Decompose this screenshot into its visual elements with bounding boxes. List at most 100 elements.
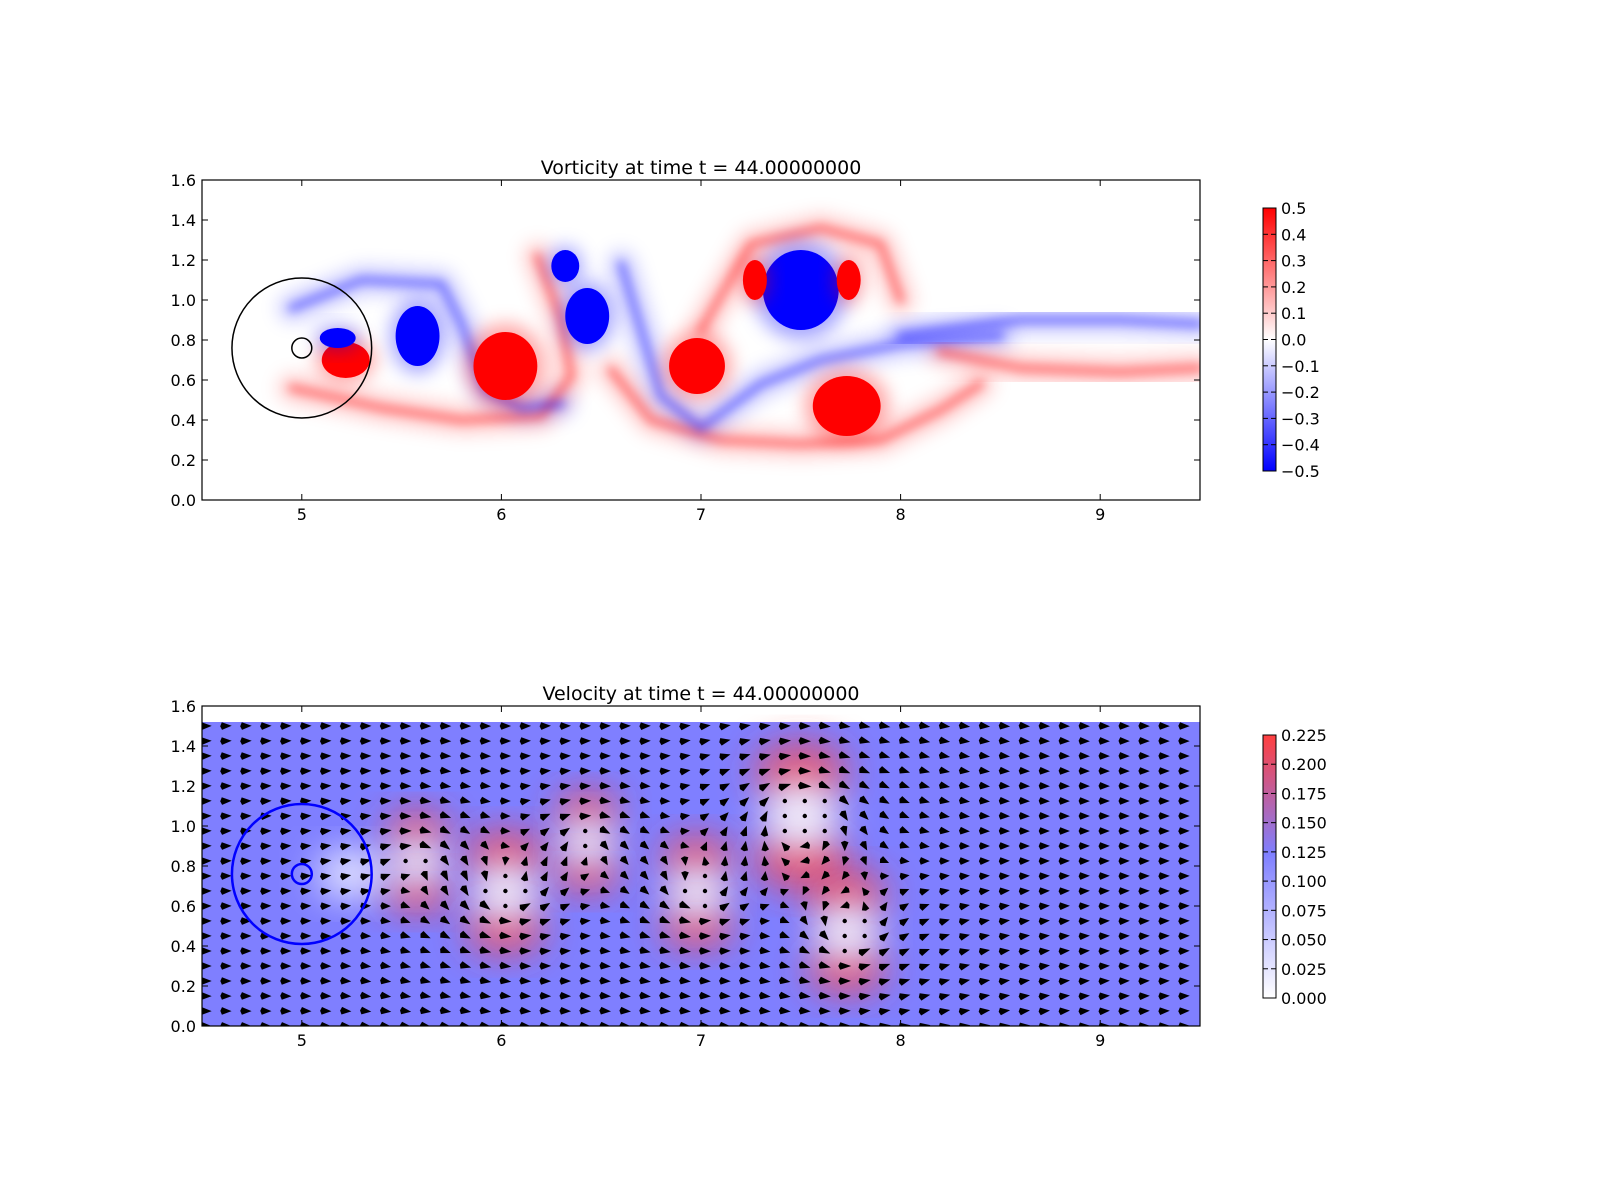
quiver-arrow	[440, 855, 450, 866]
quiver-arrow	[1118, 797, 1130, 805]
quiver-arrow	[978, 766, 990, 775]
quiver-arrow	[440, 825, 451, 834]
quiver-arrow	[1078, 857, 1090, 865]
quiver-arrow	[202, 947, 212, 955]
quiver-arrow	[202, 752, 212, 760]
quiver-arrow	[1158, 947, 1170, 955]
colorbar-tick-label: 0.3	[1281, 252, 1306, 271]
quiver-arrow	[619, 737, 631, 745]
quiver-arrow	[280, 782, 292, 790]
quiver-arrow	[659, 870, 668, 881]
quiver-arrow	[579, 782, 592, 790]
quiver-arrow	[659, 1021, 670, 1026]
quiver-arrow	[699, 947, 711, 955]
quiver-arrow	[1138, 977, 1150, 985]
quiver-arrow	[1118, 737, 1130, 745]
quiver-arrow	[420, 931, 431, 939]
quiver-arrow	[320, 902, 332, 910]
quiver-arrow	[220, 932, 232, 940]
quiver-arrow	[320, 827, 332, 836]
quiver-arrow	[739, 976, 751, 985]
quiver-arrow	[479, 752, 492, 760]
quiver-arrow	[300, 752, 312, 760]
quiver-arrow	[320, 842, 332, 851]
quiver-arrow	[679, 767, 691, 776]
quiver-arrow	[879, 856, 890, 863]
quiver-arrow	[300, 827, 312, 836]
quiver-dot	[583, 843, 588, 849]
quiver-arrow	[1158, 917, 1170, 925]
x-tick-label: 9	[1095, 1031, 1105, 1050]
quiver-arrow	[1058, 812, 1070, 820]
quiver-arrow	[1138, 887, 1150, 895]
quiver-arrow	[202, 872, 212, 880]
quiver-arrow	[858, 948, 871, 957]
quiver-arrow	[739, 722, 751, 731]
quiver-arrow	[202, 887, 212, 895]
quiver-arrow	[818, 736, 831, 745]
quiver-arrow	[419, 781, 432, 790]
quiver-arrow	[1078, 1007, 1090, 1016]
quiver-arrow	[758, 753, 771, 761]
quiver-arrow	[659, 1006, 671, 1015]
quiver-arrow	[1138, 902, 1150, 910]
quiver-arrow	[579, 722, 591, 730]
quiver-arrow	[380, 976, 392, 985]
quiver-arrow	[460, 870, 469, 882]
quiver-arrow	[822, 840, 830, 851]
quiver-arrow	[1058, 917, 1070, 926]
fast-flow-region	[465, 905, 545, 954]
quiver-arrow	[539, 962, 552, 970]
quiver-arrow	[639, 961, 651, 970]
quiver-arrow	[300, 917, 312, 925]
quiver-arrow	[778, 1021, 790, 1026]
quiver-arrow	[939, 857, 950, 865]
quiver-arrow	[798, 976, 811, 984]
quiver-arrow	[758, 737, 771, 746]
quiver-arrow	[998, 766, 1010, 775]
velocity-overlay-circles	[230, 802, 373, 946]
quiver-arrow	[220, 752, 232, 760]
quiver-dot	[842, 948, 847, 954]
quiver-arrow	[420, 976, 432, 984]
quiver-arrow	[520, 870, 529, 882]
vorticity-filament	[288, 276, 565, 412]
quiver-arrow	[360, 917, 372, 925]
quiver-arrow	[240, 767, 252, 775]
quiver-arrow	[798, 1006, 811, 1015]
quiver-arrow	[1058, 872, 1070, 880]
y-tick-label: 0.8	[171, 857, 196, 876]
quiver-arrow	[502, 856, 510, 866]
quiver-arrow	[939, 948, 950, 956]
quiver-arrow	[939, 872, 950, 881]
quiver-arrow	[320, 737, 332, 745]
quiver-arrow	[380, 931, 391, 940]
quiver-arrow	[1078, 947, 1090, 956]
quiver-arrow	[1098, 722, 1110, 730]
quiver-arrow	[559, 1021, 571, 1026]
quiver-arrow	[699, 783, 711, 791]
quiver-arrow	[959, 902, 970, 911]
quiver-arrow	[1018, 992, 1030, 1001]
quiver-arrow	[659, 931, 671, 939]
quiver-arrow	[781, 841, 791, 852]
quiver-arrow	[220, 947, 232, 955]
quiver-arrow	[240, 752, 252, 760]
quiver-arrow	[420, 915, 431, 924]
quiver-arrow	[778, 768, 792, 776]
colorbar-tick-label: 0.1	[1281, 304, 1306, 323]
quiver-arrow	[519, 1021, 531, 1026]
quiver-arrow	[340, 917, 352, 925]
quiver-arrow	[539, 737, 551, 745]
quiver-arrow	[479, 931, 492, 939]
quiver-arrow	[1078, 752, 1090, 760]
quiver-arrow	[759, 796, 770, 807]
quiver-arrow	[540, 871, 548, 882]
quiver-arrow	[260, 752, 272, 760]
quiver-arrow	[579, 737, 591, 745]
quiver-arrow	[420, 946, 431, 954]
quiver-arrow	[379, 812, 392, 821]
quiver-arrow	[1018, 752, 1030, 760]
quiver-arrow	[280, 932, 292, 940]
quiver-arrow	[440, 961, 452, 969]
